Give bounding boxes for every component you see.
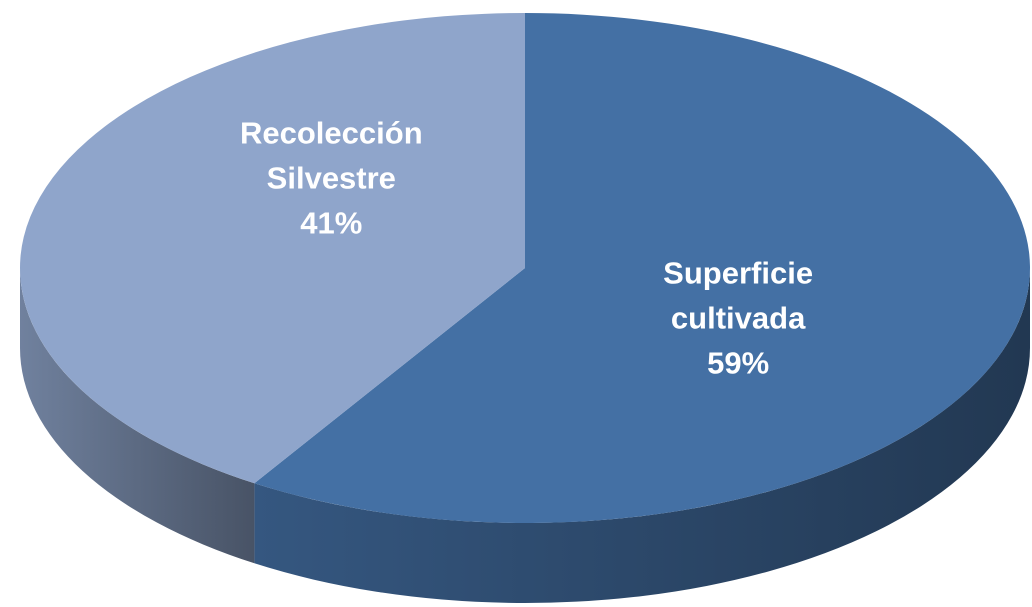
pie-slice [20, 13, 525, 484]
percent-label: 59% [707, 345, 770, 381]
category-label: Recolección Silvestre [240, 115, 423, 196]
category-label: Superficie cultivada [663, 255, 814, 336]
pie-side [254, 268, 1030, 603]
percent-label: 41% [300, 205, 363, 241]
pie-slice [254, 13, 1030, 523]
data-label: Recolección Silvestre 41% [206, 111, 456, 246]
pie-side [20, 268, 255, 564]
data-label: Superficie cultivada 59% [613, 250, 863, 385]
